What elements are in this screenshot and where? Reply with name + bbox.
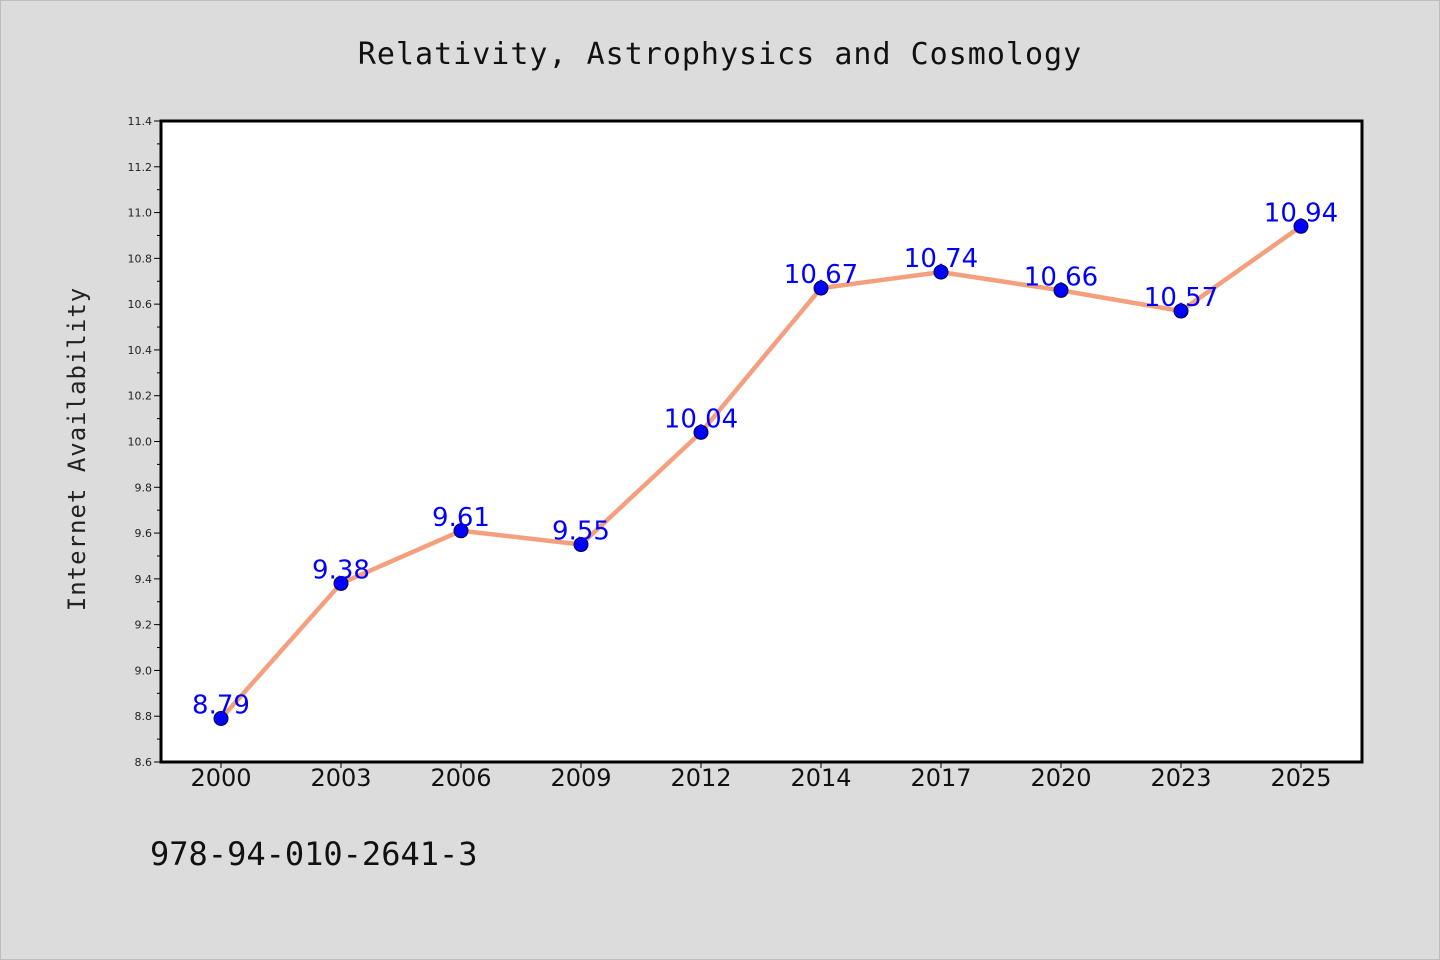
y-axis: 8.6 8.8 9.0 9.2 9.4 9.6 9.8 10.0 10.2 10.4 10.6 10.… — [128, 115, 161, 769]
y-tick-label: 9.4 — [135, 573, 153, 586]
data-label: 8.79 — [192, 691, 250, 721]
x-tick-label: 2025 — [1270, 764, 1331, 792]
data-label: 9.38 — [312, 555, 370, 585]
series-line — [219, 224, 1303, 720]
x-tick-label: 2009 — [550, 764, 611, 792]
y-tick-label: 10.6 — [128, 298, 153, 311]
y-tick-label: 9.6 — [135, 527, 153, 540]
x-tick-label: 2017 — [910, 764, 971, 792]
data-markers — [213, 218, 1309, 727]
y-tick-label: 8.6 — [135, 756, 153, 769]
data-label: 10.74 — [904, 244, 978, 274]
y-tick-label: 10.8 — [128, 252, 153, 265]
x-tick-label: 2000 — [190, 764, 251, 792]
y-tick-label: 8.8 — [135, 710, 153, 723]
y-tick-label: 9.2 — [135, 619, 153, 632]
data-point — [453, 523, 469, 539]
x-tick-label: 2012 — [670, 764, 731, 792]
x-axis: 2000 2003 2006 2009 2012 2014 2017 2020 2023 2025 — [190, 762, 1332, 792]
data-label: 9.61 — [432, 503, 490, 533]
data-point — [933, 264, 949, 280]
data-point — [1053, 282, 1069, 298]
x-tick-label: 2020 — [1030, 764, 1091, 792]
data-point — [213, 711, 229, 727]
data-label: 10.67 — [784, 260, 858, 290]
data-point — [333, 575, 349, 591]
y-axis-label: Internet Availability — [63, 287, 91, 611]
plot-frame — [159, 119, 1364, 764]
x-tick-label: 2006 — [430, 764, 491, 792]
x-tick-label: 2023 — [1150, 764, 1211, 792]
y-tick-label: 10.2 — [128, 390, 153, 403]
y-tick-label: 11.0 — [128, 207, 153, 220]
data-label: 10.57 — [1144, 283, 1218, 313]
data-label: 10.04 — [664, 404, 738, 434]
y-tick-label: 10.0 — [128, 436, 153, 449]
data-point — [693, 424, 709, 440]
data-label: 10.94 — [1264, 198, 1338, 228]
data-point — [573, 537, 589, 553]
y-tick-label: 9.8 — [135, 481, 153, 494]
y-tick-label: 9.0 — [135, 664, 153, 677]
plot-area — [161, 121, 1362, 762]
y-tick-label: 10.4 — [128, 344, 153, 357]
data-point — [813, 280, 829, 296]
x-tick-label: 2003 — [310, 764, 371, 792]
x-tick-label: 2014 — [790, 764, 851, 792]
y-tick-label: 11.4 — [128, 115, 153, 128]
chart-title: Relativity, Astrophysics and Cosmology — [358, 37, 1082, 72]
data-point — [1173, 303, 1189, 319]
data-labels: 8.79 9.38 9.61 9.55 10.04 10.67 10.74 10.66 10.5… — [192, 198, 1338, 720]
data-label: 9.55 — [552, 517, 610, 547]
y-tick-label: 11.2 — [128, 161, 153, 174]
data-label: 10.66 — [1024, 262, 1098, 292]
data-point — [1293, 218, 1309, 234]
isbn-label: 978-94-010-2641-3 — [150, 835, 478, 873]
